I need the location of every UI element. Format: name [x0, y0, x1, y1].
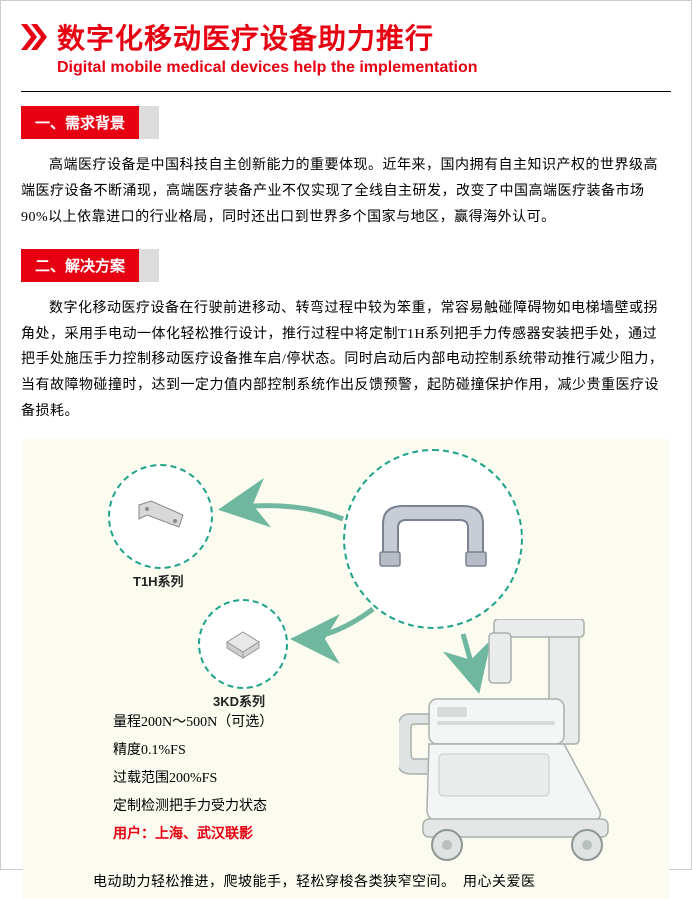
section-1-body: 高端医疗设备是中国科技自主创新能力的重要体现。近年来，国内拥有自主知识产权的世界… [1, 139, 691, 235]
section-2-body: 数字化移动医疗设备在行驶前进移动、转弯过程中较为笨重，常容易触碰障碍物如电梯墙壁… [1, 282, 691, 429]
section-2-label: 二、解决方案 [21, 249, 139, 282]
medical-cart-icon [399, 619, 639, 869]
spec-overload: 过载范围200%FS [113, 765, 273, 793]
diagram-area: T1H系列 3KD系列 [23, 439, 669, 899]
spec-custom: 定制检测把手力受力状态 [113, 793, 273, 821]
header-rule [21, 91, 671, 92]
title-en: Digital mobile medical devices help the … [57, 59, 671, 77]
chevron-icon [21, 24, 49, 50]
page-header: 数字化移动医疗设备助力推行 Digital mobile medical dev… [1, 1, 691, 85]
title-row: 数字化移动医疗设备助力推行 [21, 17, 671, 57]
spec-range: 量程200N～500N（可选） [113, 709, 273, 737]
user-value: 上海、武汉联影 [155, 827, 253, 842]
spec-accuracy: 精度0.1%FS [113, 737, 273, 765]
title-cn: 数字化移动医疗设备助力推行 [57, 17, 434, 57]
bottom-text: 电动助力轻松推进，爬坡能手，轻松穿梭各类狭窄空间。 用心关爱医 [93, 871, 629, 891]
user-prefix: 用户： [113, 827, 155, 842]
specs-block: 量程200N～500N（可选） 精度0.1%FS 过载范围200%FS 定制检测… [113, 709, 273, 849]
section-1-label: 一、需求背景 [21, 106, 139, 139]
spec-user: 用户：上海、武汉联影 [113, 821, 273, 849]
